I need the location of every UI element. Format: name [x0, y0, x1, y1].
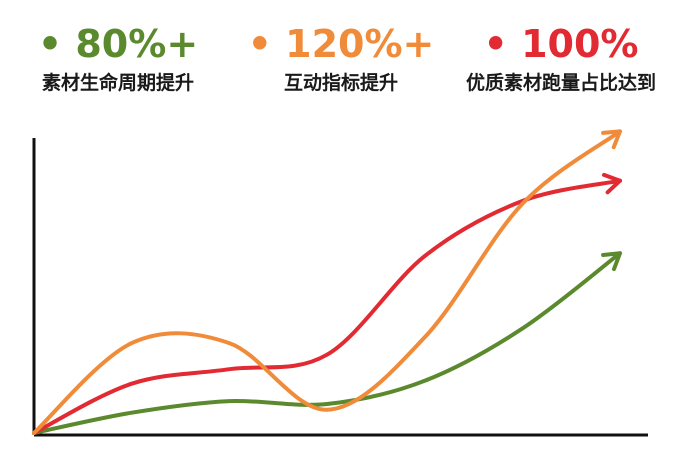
- arrowhead-icon-interaction: [601, 129, 622, 150]
- legend-label-lifecycle: 素材生命周期提升: [41, 72, 194, 94]
- legend-value-interaction: • 120%+: [246, 22, 436, 66]
- series-line-lifecycle: [32, 251, 622, 435]
- legend-value-quality: • 100%: [446, 22, 676, 66]
- legend-value-lifecycle: • 80%+: [18, 22, 218, 66]
- legend-label-quality: 优质素材跑量占比达到: [465, 72, 656, 94]
- legend-value-text: 80%+: [75, 22, 199, 66]
- legend-label-interaction: 互动指标提升: [283, 72, 398, 94]
- legend-bullet-icon: •: [37, 22, 63, 66]
- series-line-interaction: [32, 129, 622, 435]
- legend-bullet-icon: •: [483, 22, 508, 66]
- series-line-quality: [32, 178, 622, 435]
- legend-value-text: 100%: [521, 22, 639, 66]
- legend-item-quality: • 100% 优质素材跑量占比达到: [446, 22, 676, 95]
- legend-item-interaction: • 120%+ 互动指标提升: [246, 22, 436, 95]
- arrowhead-icon-lifecycle: [601, 251, 622, 272]
- legend-bullet-icon: •: [247, 22, 272, 66]
- legend-item-lifecycle: • 80%+ 素材生命周期提升: [18, 22, 218, 95]
- arrowhead-icon-quality: [602, 172, 622, 195]
- legend-value-text: 120%+: [285, 22, 435, 66]
